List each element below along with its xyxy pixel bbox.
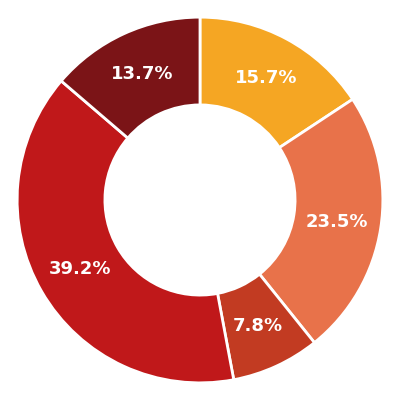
- Text: 13.7%: 13.7%: [111, 65, 173, 83]
- Wedge shape: [200, 17, 353, 148]
- Text: 7.8%: 7.8%: [233, 317, 283, 335]
- Wedge shape: [218, 274, 314, 380]
- Wedge shape: [61, 17, 200, 138]
- Text: 39.2%: 39.2%: [48, 260, 111, 278]
- Text: 15.7%: 15.7%: [235, 69, 297, 87]
- Wedge shape: [17, 81, 234, 383]
- Wedge shape: [260, 99, 383, 343]
- Text: 23.5%: 23.5%: [306, 212, 368, 230]
